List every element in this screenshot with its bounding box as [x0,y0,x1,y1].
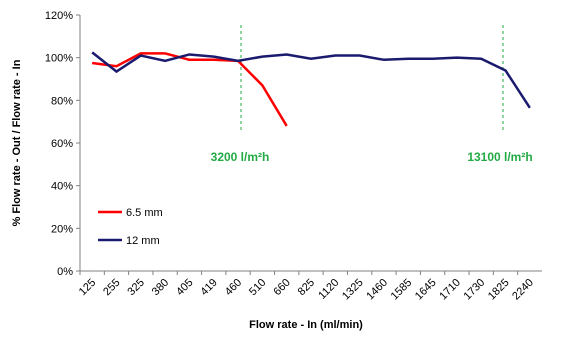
x-tick-label: 125 [77,277,98,298]
annotation: 3200 l/m²h [211,150,270,164]
x-tick-label: 405 [174,277,195,298]
x-axis-title: Flow rate - In (ml/min) [249,319,363,331]
x-tick-label: 825 [296,277,317,298]
x-tick-label: 1730 [462,277,488,303]
y-tick-label: 40% [51,181,73,193]
x-tick-label: 419 [198,277,219,298]
x-tick-label: 380 [150,277,171,298]
x-tick-label: 1585 [389,277,415,303]
x-tick-label: 660 [271,277,292,298]
y-tick-label: 120% [45,10,73,22]
y-axis-title: % Flow rate - Out / Flow rate - In [11,59,23,226]
series-line [91,52,288,127]
x-tick-label: 1325 [340,277,366,303]
x-tick-label: 1460 [364,277,390,303]
x-tick-label: 2240 [510,277,536,303]
annotation: 13100 l/m²h [467,150,532,164]
x-tick-label: 325 [125,277,146,298]
x-tick-label: 1120 [316,277,341,302]
x-tick-label: 1645 [413,277,439,303]
x-tick-label: 1825 [486,277,512,303]
series-line [91,51,531,109]
y-tick-label: 60% [51,138,73,150]
y-tick-label: 20% [51,223,73,235]
y-tick-label: 0% [57,266,73,278]
legend-label: 6.5 mm [126,207,163,219]
legend-label: 12 mm [126,235,160,247]
x-tick-label: 255 [101,277,122,298]
x-tick-label: 510 [247,277,268,298]
x-tick-label: 460 [223,277,244,298]
y-tick-label: 100% [45,53,73,65]
y-tick-label: 80% [51,95,73,107]
x-tick-label: 1710 [437,277,463,303]
